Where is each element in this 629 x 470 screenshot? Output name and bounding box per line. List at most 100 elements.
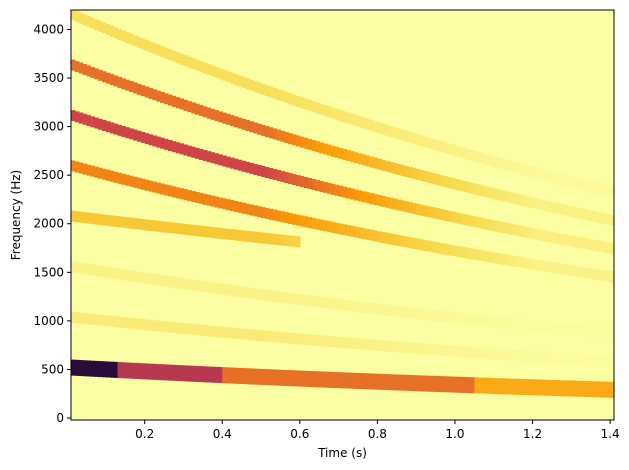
spectrogram-cell xyxy=(489,348,495,360)
spectrogram-cell xyxy=(536,229,541,241)
spectrogram-cell xyxy=(284,332,289,344)
spectrogram-cell xyxy=(334,336,340,348)
spectrogram-cell xyxy=(563,380,569,397)
spectrogram-cell xyxy=(563,323,569,335)
spectrogram-cell xyxy=(191,365,196,382)
spectrogram-cell xyxy=(548,322,553,334)
spectrogram-cell xyxy=(567,380,572,397)
spectrogram-cell xyxy=(330,221,336,233)
spectrogram-cell xyxy=(361,373,367,390)
spectrogram-cell xyxy=(288,133,293,145)
spectrogram-cell xyxy=(458,180,464,191)
spectrogram-cell xyxy=(276,234,282,246)
spectrogram-cell xyxy=(594,381,600,398)
spectrogram-cell xyxy=(447,311,452,323)
spectrogram-cell xyxy=(610,381,614,398)
spectrogram-cell xyxy=(105,315,111,327)
spectrogram-cell xyxy=(230,200,235,212)
spectrogram-cell xyxy=(109,315,115,327)
spectrogram-cell xyxy=(509,255,514,267)
spectrogram-cell xyxy=(478,184,483,196)
spectrogram-cell xyxy=(245,161,251,173)
spectrogram-cell xyxy=(478,347,483,359)
spectrogram-cell xyxy=(470,215,475,227)
spectrogram-cell xyxy=(389,340,394,352)
spectrogram-cell xyxy=(396,199,402,211)
spectrogram-cell xyxy=(606,327,611,339)
spectrogram-cell xyxy=(586,267,592,279)
spectrogram-cell xyxy=(559,233,565,245)
spectrogram-cell xyxy=(551,380,557,396)
spectrogram-cell xyxy=(167,49,173,61)
spectrogram-cell xyxy=(423,171,429,183)
spectrogram-cell xyxy=(175,142,181,154)
spectrogram-cell xyxy=(505,222,510,234)
spectrogram-cell xyxy=(307,99,313,111)
spectrogram-cell xyxy=(416,203,421,215)
spectrogram-cell xyxy=(369,339,375,351)
spectrogram-cell xyxy=(167,140,173,152)
spectrogram-cell xyxy=(226,199,231,211)
spectrogram-cell xyxy=(505,159,510,171)
spectrogram-cell xyxy=(555,380,561,397)
spectrogram-cell xyxy=(98,167,103,179)
spectrogram-cell xyxy=(140,38,146,50)
spectrogram-cell xyxy=(156,320,161,332)
spectrogram-cell xyxy=(536,259,541,271)
spectrogram-cell xyxy=(524,226,530,238)
spectrogram-cell xyxy=(311,140,316,152)
spectrogram-cell xyxy=(241,368,247,385)
spectrogram-cell xyxy=(602,381,607,398)
spectrogram-cell xyxy=(501,222,506,234)
spectrogram-cell xyxy=(451,376,456,393)
spectrogram-cell xyxy=(109,215,115,227)
spectrogram-cell xyxy=(443,243,448,255)
spectrogram-cell xyxy=(373,194,379,206)
spectrogram-cell xyxy=(571,206,576,218)
spectrogram-cell xyxy=(602,327,607,339)
spectrogram-cell xyxy=(381,304,386,316)
spectrogram-cell xyxy=(412,203,417,214)
spectrogram-cell xyxy=(222,284,227,296)
spectrogram-cell xyxy=(551,262,557,274)
spectrogram-cell xyxy=(567,353,572,365)
spectrogram-cell xyxy=(579,354,584,366)
spectrogram-cell xyxy=(160,320,165,332)
spectrogram-cell xyxy=(272,233,278,245)
spectrogram-cell xyxy=(264,369,270,386)
spectrogram-cell xyxy=(567,176,572,188)
spectrogram-cell xyxy=(513,378,518,395)
spectrogram-cell xyxy=(606,214,611,226)
spectrogram-cell xyxy=(164,138,169,150)
spectrogram-cell xyxy=(140,85,146,97)
spectrogram-cell xyxy=(160,137,165,149)
spectrogram-cell xyxy=(117,362,123,379)
spectrogram-cell xyxy=(358,116,363,128)
spectrogram-cell xyxy=(520,378,526,395)
spectrogram-cell xyxy=(179,143,185,155)
spectrogram-cell xyxy=(478,314,483,326)
spectrogram-cell xyxy=(427,375,433,392)
spectrogram-cell xyxy=(458,346,464,358)
spectrogram-cell xyxy=(404,374,410,391)
spectrogram-cell xyxy=(117,76,123,88)
spectrogram-cell xyxy=(71,110,76,122)
spectrogram-cell xyxy=(396,128,402,140)
spectrogram-cell xyxy=(423,240,429,252)
spectrogram-cell xyxy=(222,228,227,240)
spectrogram-cell xyxy=(315,296,320,308)
spectrogram-cell xyxy=(431,173,437,185)
spectrogram-cell xyxy=(206,226,212,238)
spectrogram-cell xyxy=(435,375,441,392)
spectrogram-cell xyxy=(579,179,584,191)
spectrogram-cell xyxy=(330,336,336,348)
spectrogram-cell xyxy=(140,219,146,231)
spectrogram-cell xyxy=(338,147,344,159)
spectrogram-cell xyxy=(586,180,592,192)
spectrogram-cell xyxy=(74,61,80,73)
spectrogram-cell xyxy=(152,363,157,380)
spectrogram-cell xyxy=(501,317,506,329)
spectrogram-cell xyxy=(439,242,444,254)
spectrogram-cell xyxy=(311,334,316,346)
spectrogram-cell xyxy=(323,335,328,347)
